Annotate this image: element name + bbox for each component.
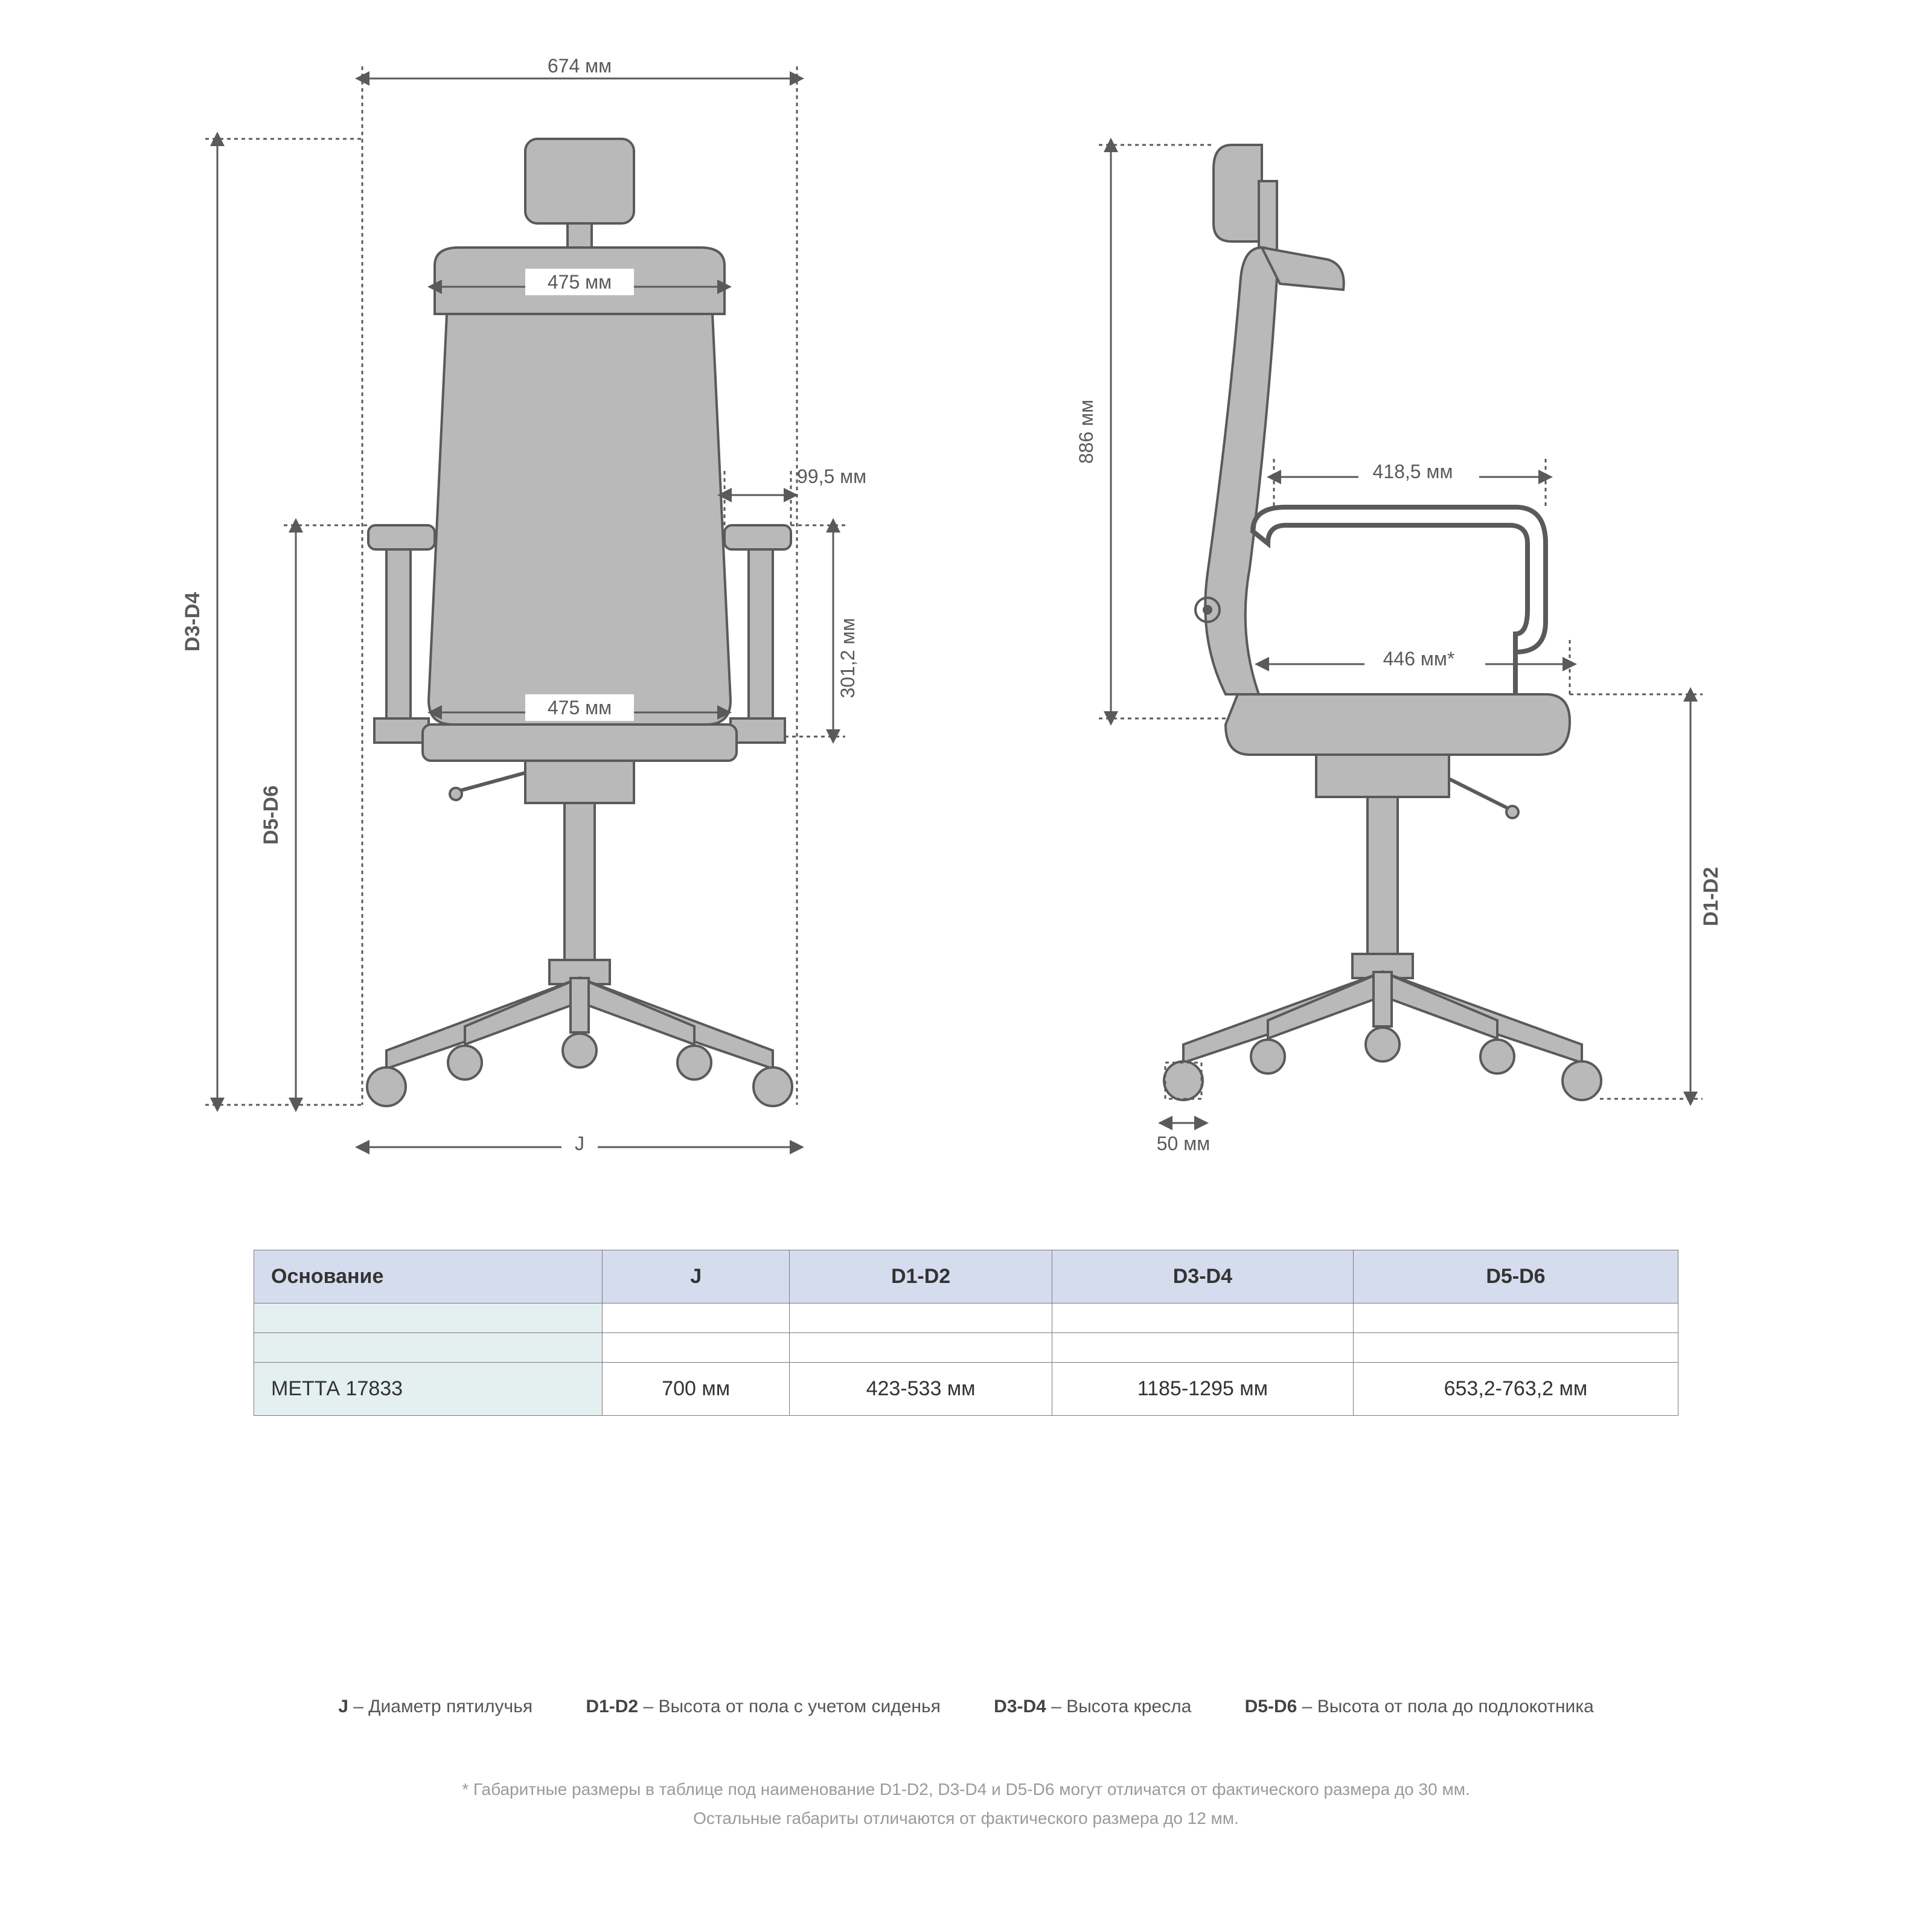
side-view: 886 мм 418,5 мм 4 (1075, 145, 1722, 1154)
dim-base-j: J (575, 1133, 584, 1154)
dim-caster: 50 мм (1157, 1133, 1210, 1154)
chair-diagram: 674 мм 475 мм (0, 0, 1932, 1208)
dim-arm-len: 418,5 мм (1373, 461, 1453, 482)
axis-d1d2: D1-D2 (1700, 867, 1722, 926)
dim-back-height: 886 мм (1075, 400, 1097, 464)
table-header-row: Основание J D1-D2 D3-D4 D5-D6 (254, 1250, 1678, 1303)
axis-d3d4: D3-D4 (181, 592, 204, 651)
spec-table: Основание J D1-D2 D3-D4 D5-D6 (254, 1250, 1678, 1416)
dim-seat-width: 475 мм (548, 697, 612, 718)
axis-d5d6: D5-D6 (260, 785, 283, 845)
legend-item: D3-D4 – Высота кресла (994, 1697, 1191, 1717)
table-row (254, 1333, 1678, 1363)
col-d3d4: D3-D4 (1052, 1250, 1353, 1303)
col-d5d6: D5-D6 (1353, 1250, 1678, 1303)
col-base: Основание (254, 1250, 603, 1303)
dim-arm-height: 301,2 мм (837, 618, 859, 699)
footnote-line: * Габаритные размеры в таблице под наиме… (181, 1775, 1751, 1804)
table-row (254, 1303, 1678, 1333)
col-d1d2: D1-D2 (790, 1250, 1052, 1303)
legend-item: D1-D2 – Высота от пола с учетом сиденья (586, 1697, 940, 1717)
table-row: МЕТТА 17833 700 мм 423-533 мм 1185-1295 … (254, 1363, 1678, 1416)
dim-top-width: 674 мм (548, 55, 612, 77)
legend-item: J – Диаметр пятилучья (338, 1697, 533, 1717)
footnotes: * Габаритные размеры в таблице под наиме… (181, 1775, 1751, 1832)
footnote-line: Остальные габариты отличаются от фактиче… (181, 1804, 1751, 1833)
legend: J – Диаметр пятилучья D1-D2 – Высота от … (181, 1697, 1751, 1717)
front-view: 674 мм 475 мм (181, 55, 866, 1156)
col-j: J (603, 1250, 790, 1303)
dim-back-width: 475 мм (548, 271, 612, 293)
dim-seat-depth: 446 мм* (1383, 648, 1455, 670)
page: 674 мм 475 мм (0, 0, 1932, 1932)
dim-arm-depth: 99,5 мм (797, 465, 866, 487)
legend-item: D5-D6 – Высота от пола до подлокотника (1245, 1697, 1594, 1717)
